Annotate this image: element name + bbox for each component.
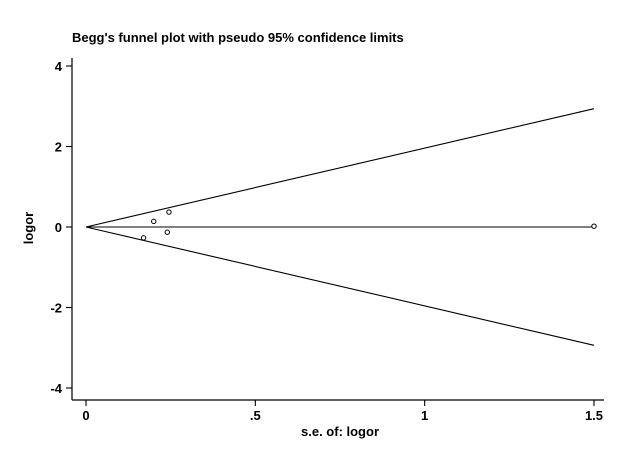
y-tick-label: 2 — [55, 140, 62, 155]
x-tick-label: 0 — [82, 408, 89, 423]
x-tick-label: 1.5 — [585, 408, 603, 423]
study-point — [151, 218, 157, 225]
study-point — [140, 235, 147, 241]
plot-marks — [85, 108, 597, 346]
y-axis-ticks: 4 2 0 -2 -4 — [50, 59, 72, 396]
y-tick-label: -4 — [50, 381, 62, 396]
x-axis-ticks: 0 .5 1 1.5 — [82, 400, 603, 423]
x-tick-label: 1 — [421, 408, 428, 423]
confidence-limit-lower-line — [85, 226, 595, 346]
chart-title: Begg's funnel plot with pseudo 95% confi… — [72, 30, 404, 45]
study-point — [166, 209, 172, 215]
x-axis-label: s.e. of: logor — [301, 424, 379, 439]
y-tick-label: -2 — [50, 301, 62, 316]
study-point — [164, 229, 170, 235]
confidence-limit-upper-line — [85, 108, 595, 228]
y-axis-label: logor — [21, 212, 36, 245]
x-tick-label: .5 — [250, 408, 261, 423]
study-point — [591, 223, 597, 229]
y-tick-label: 4 — [55, 59, 63, 74]
y-tick-label: 0 — [55, 220, 62, 235]
